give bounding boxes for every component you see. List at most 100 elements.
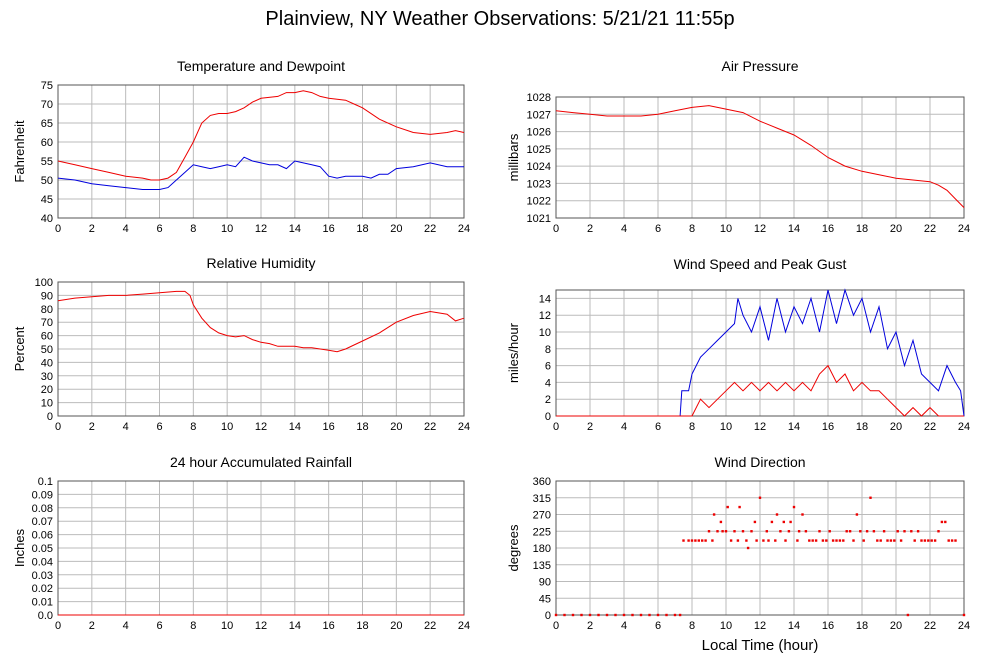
x-tick-label: 18 — [356, 223, 368, 235]
y-tick-label: 0.03 — [32, 570, 53, 582]
data-point — [733, 530, 736, 533]
x-tick-label: 16 — [323, 421, 335, 433]
data-point — [745, 539, 748, 542]
y-tick-label: 0.09 — [32, 489, 53, 501]
y-tick-label: 180 — [533, 543, 551, 555]
data-point — [750, 530, 753, 533]
y-tick-label: 270 — [533, 510, 551, 522]
plot-frame — [555, 289, 965, 417]
x-tick-label: 0 — [55, 223, 61, 235]
data-point — [774, 539, 777, 542]
x-tick-label: 24 — [958, 620, 970, 632]
x-tick-label: 12 — [255, 421, 267, 433]
y-tick-label: 0.0 — [38, 610, 53, 622]
x-tick-label: 10 — [720, 421, 732, 433]
chart-title: Temperature and Dewpoint — [177, 58, 345, 74]
series-line-red — [57, 290, 465, 353]
y-tick-label: 45 — [41, 194, 53, 206]
x-tick-label: 20 — [890, 421, 902, 433]
data-point — [736, 539, 740, 542]
y-tick-label: 0 — [47, 411, 53, 423]
data-point — [711, 539, 714, 542]
page-title: Plainview, NY Weather Observations: 5/21… — [265, 8, 735, 30]
data-point — [741, 530, 745, 533]
y-tick-label: 1024 — [527, 161, 551, 173]
series-line-blue — [556, 288, 965, 417]
data-point — [804, 530, 808, 533]
x-tick-label: 4 — [621, 421, 627, 433]
y-tick-label: 50 — [41, 175, 53, 187]
data-point — [845, 530, 848, 533]
y-tick-label: 90 — [539, 577, 551, 589]
data-point — [828, 530, 831, 533]
data-point — [818, 530, 821, 533]
x-tick-label: 0 — [553, 421, 559, 433]
x-tick-label: 0 — [55, 421, 61, 433]
x-tick-label: 6 — [655, 620, 661, 632]
data-point — [797, 530, 801, 533]
y-tick-label: 1026 — [527, 127, 551, 139]
x-tick-label: 22 — [424, 620, 436, 632]
y-tick-label: 10 — [41, 398, 53, 410]
data-point — [697, 539, 700, 542]
y-axis-label: millibars — [506, 133, 521, 181]
data-point — [879, 539, 882, 542]
x-tick-label: 4 — [621, 223, 627, 235]
x-tick-label: 4 — [123, 421, 129, 433]
x-tick-label: 16 — [822, 620, 834, 632]
data-point — [729, 539, 733, 542]
data-point — [906, 613, 910, 617]
data-point — [724, 530, 728, 533]
chart-title: Air Pressure — [721, 58, 798, 74]
y-tick-label: 55 — [41, 156, 53, 168]
data-point — [614, 613, 617, 617]
data-point — [721, 530, 724, 533]
x-tick-label: 8 — [689, 421, 695, 433]
series-line-blue — [57, 156, 464, 190]
x-tick-label: 4 — [123, 223, 129, 235]
data-point — [787, 530, 791, 533]
data-point — [690, 539, 694, 542]
x-tick-label: 0 — [553, 223, 559, 235]
x-tick-label: 2 — [587, 223, 593, 235]
y-axis-label: Fahrenheit — [12, 120, 27, 183]
y-tick-label: 0 — [545, 411, 551, 423]
y-tick-label: 360 — [533, 476, 551, 488]
x-tick-label: 12 — [754, 421, 766, 433]
chart-title: Wind Speed and Peak Gust — [674, 256, 847, 272]
data-point — [563, 613, 566, 617]
y-tick-label: 1022 — [527, 196, 551, 208]
y-tick-label: 40 — [41, 213, 53, 225]
x-tick-label: 2 — [89, 620, 95, 632]
x-tick-label: 20 — [390, 421, 402, 433]
data-point — [597, 613, 600, 617]
x-tick-label: 2 — [587, 620, 593, 632]
data-point — [801, 513, 804, 516]
x-tick-label: 24 — [958, 223, 970, 235]
x-tick-label: 4 — [123, 620, 129, 632]
data-point — [859, 530, 862, 533]
data-point — [865, 530, 869, 533]
data-point — [588, 613, 592, 617]
data-point — [882, 530, 886, 533]
data-point — [947, 539, 950, 542]
data-point — [916, 530, 920, 533]
y-tick-label: 10 — [539, 327, 551, 339]
data-point — [838, 539, 842, 542]
data-point — [682, 539, 685, 542]
x-tick-label: 14 — [289, 223, 301, 235]
x-tick-label: 8 — [689, 223, 695, 235]
y-tick-label: 4 — [545, 377, 551, 389]
data-point — [825, 539, 828, 542]
data-point — [622, 613, 626, 617]
y-axis-label: Inches — [12, 528, 27, 567]
x-tick-label: 2 — [587, 421, 593, 433]
y-tick-label: 12 — [539, 310, 551, 322]
y-tick-label: 80 — [41, 304, 53, 316]
data-point — [848, 530, 852, 533]
plot-frame — [57, 84, 465, 219]
data-point — [648, 613, 651, 617]
x-tick-label: 12 — [255, 223, 267, 235]
y-tick-label: 1027 — [527, 109, 551, 121]
